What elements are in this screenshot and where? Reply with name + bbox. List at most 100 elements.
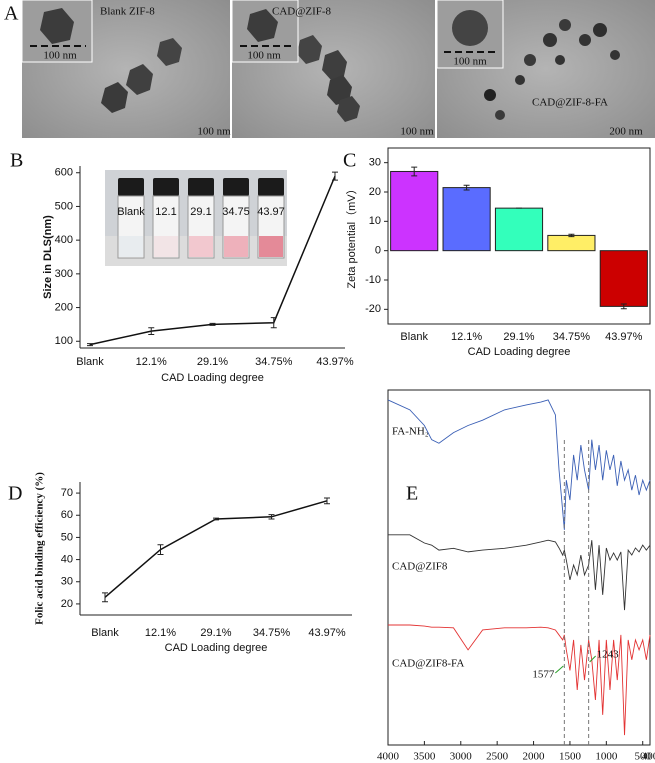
scale-bar: 200 nm xyxy=(609,126,643,138)
plot-frame xyxy=(387,389,651,746)
x-axis-label: CAD Loading degree xyxy=(468,346,571,358)
panel-letter: B xyxy=(10,150,23,172)
x-tick-label: 4000 xyxy=(377,751,400,763)
y-tick-label: 300 xyxy=(55,268,73,280)
y-tick-label: 100 xyxy=(55,335,73,347)
y-axis-label: Size in DLS(nm) xyxy=(42,215,54,299)
spectrum xyxy=(387,399,651,530)
error-bar xyxy=(332,171,338,181)
y-tick-label: -20 xyxy=(365,303,381,315)
error-bar xyxy=(568,233,575,238)
error-bar xyxy=(268,514,275,520)
x-tick-label: 43.97% xyxy=(308,627,346,639)
vial-liquid xyxy=(154,236,178,257)
vial-label: 29.1 xyxy=(190,206,211,218)
x-tick-label: 34.75% xyxy=(253,627,291,639)
y-tick-label: 10 xyxy=(369,215,381,227)
inset-scale: 100 nm xyxy=(43,50,77,62)
y-axis-label: Folic acid binding efficiency (%) xyxy=(34,472,46,625)
x-tick-label: 12.1% xyxy=(136,356,167,368)
vial-cap xyxy=(223,178,249,196)
y-tick-label: 40 xyxy=(61,553,73,565)
x-tick-label: Blank xyxy=(76,356,104,368)
error-bar xyxy=(148,327,155,336)
y-axis-label: Zeta potential（mV） xyxy=(345,183,358,288)
y-tick-label: 200 xyxy=(55,301,73,313)
image-title: CAD@ZIF-8 xyxy=(272,6,332,18)
error-bar xyxy=(87,343,93,347)
series-label: CAD@ZIF8 xyxy=(392,561,448,573)
panel-letter: C xyxy=(343,150,356,172)
series-label: FA-NH₂ xyxy=(392,426,429,438)
line xyxy=(104,500,328,598)
bar xyxy=(494,207,544,252)
vial-liquid xyxy=(259,236,283,257)
tem-image-2 xyxy=(231,0,435,138)
y-tick-label: 50 xyxy=(61,531,73,543)
scale-bar: 100 nm xyxy=(400,126,434,138)
error-bar xyxy=(463,184,470,191)
spectrum xyxy=(388,624,651,736)
error-bar xyxy=(270,317,277,329)
x-tick-label: 400 xyxy=(642,751,655,763)
x-tick-label: 3000 xyxy=(450,751,473,763)
vial-cap xyxy=(118,178,144,196)
panel-letter: E xyxy=(406,483,418,505)
image-title: CAD@ZIF-8-FA xyxy=(532,97,608,109)
error-bar xyxy=(102,592,108,603)
error-bar xyxy=(620,303,627,310)
x-tick-label: 43.97% xyxy=(316,356,354,368)
vial-liquid xyxy=(224,236,248,257)
x-tick-label: 2000 xyxy=(523,751,546,763)
tem-image-3 xyxy=(436,0,655,138)
marker-label: 1243 xyxy=(597,649,620,661)
y-tick-label: 20 xyxy=(369,186,381,198)
marker-arrow xyxy=(555,665,564,674)
y-tick-label: 20 xyxy=(61,598,73,610)
vial-cap xyxy=(188,178,214,196)
vial-label: 43.97 xyxy=(257,206,285,218)
vial-liquid xyxy=(189,236,213,257)
x-tick-label: Blank xyxy=(400,331,428,343)
marker-arrow xyxy=(589,655,597,663)
vial-label: Blank xyxy=(117,206,145,218)
y-tick-label: 400 xyxy=(55,234,73,246)
marker-label: 1577 xyxy=(532,669,555,681)
y-tick-label: 500 xyxy=(55,200,73,212)
plot-frame xyxy=(387,147,651,325)
x-tick-label: 29.1% xyxy=(200,627,231,639)
error-bar xyxy=(157,544,164,555)
x-tick-label: 2500 xyxy=(486,751,509,763)
y-tick-label: -10 xyxy=(365,274,381,286)
vial-cap xyxy=(153,178,179,196)
inset-scale: 100 nm xyxy=(247,50,281,62)
x-tick-label: 29.1% xyxy=(503,331,534,343)
scale-bar: 100 nm xyxy=(197,126,231,138)
error-bar xyxy=(411,166,418,177)
x-tick-label: 34.75% xyxy=(553,331,591,343)
y-tick-label: 600 xyxy=(55,167,73,179)
x-tick-label: 12.1% xyxy=(451,331,482,343)
y-tick-label: 60 xyxy=(61,509,73,521)
x-tick-label: 29.1% xyxy=(197,356,228,368)
error-bar xyxy=(324,497,330,505)
x-tick-label: 43.97% xyxy=(605,331,643,343)
x-tick-label: 1000 xyxy=(595,751,618,763)
x-tick-label: 3500 xyxy=(413,751,436,763)
error-bar xyxy=(209,322,216,326)
tem-image-1 xyxy=(21,0,230,138)
x-tick-label: 34.75% xyxy=(255,356,293,368)
y-tick-label: 70 xyxy=(61,487,73,499)
y-tick-label: 30 xyxy=(61,576,73,588)
panel-letter: D xyxy=(8,483,22,505)
series-label: CAD@ZIF8-FA xyxy=(392,658,464,670)
bar xyxy=(547,234,596,252)
vial-label: 34.75 xyxy=(222,206,250,218)
inset-scale: 100 nm xyxy=(453,56,487,68)
y-tick-label: 30 xyxy=(369,157,381,169)
image-title: Blank ZIF-8 xyxy=(100,6,155,18)
panel-letter: A xyxy=(4,3,19,25)
x-tick-label: 1500 xyxy=(559,751,582,763)
